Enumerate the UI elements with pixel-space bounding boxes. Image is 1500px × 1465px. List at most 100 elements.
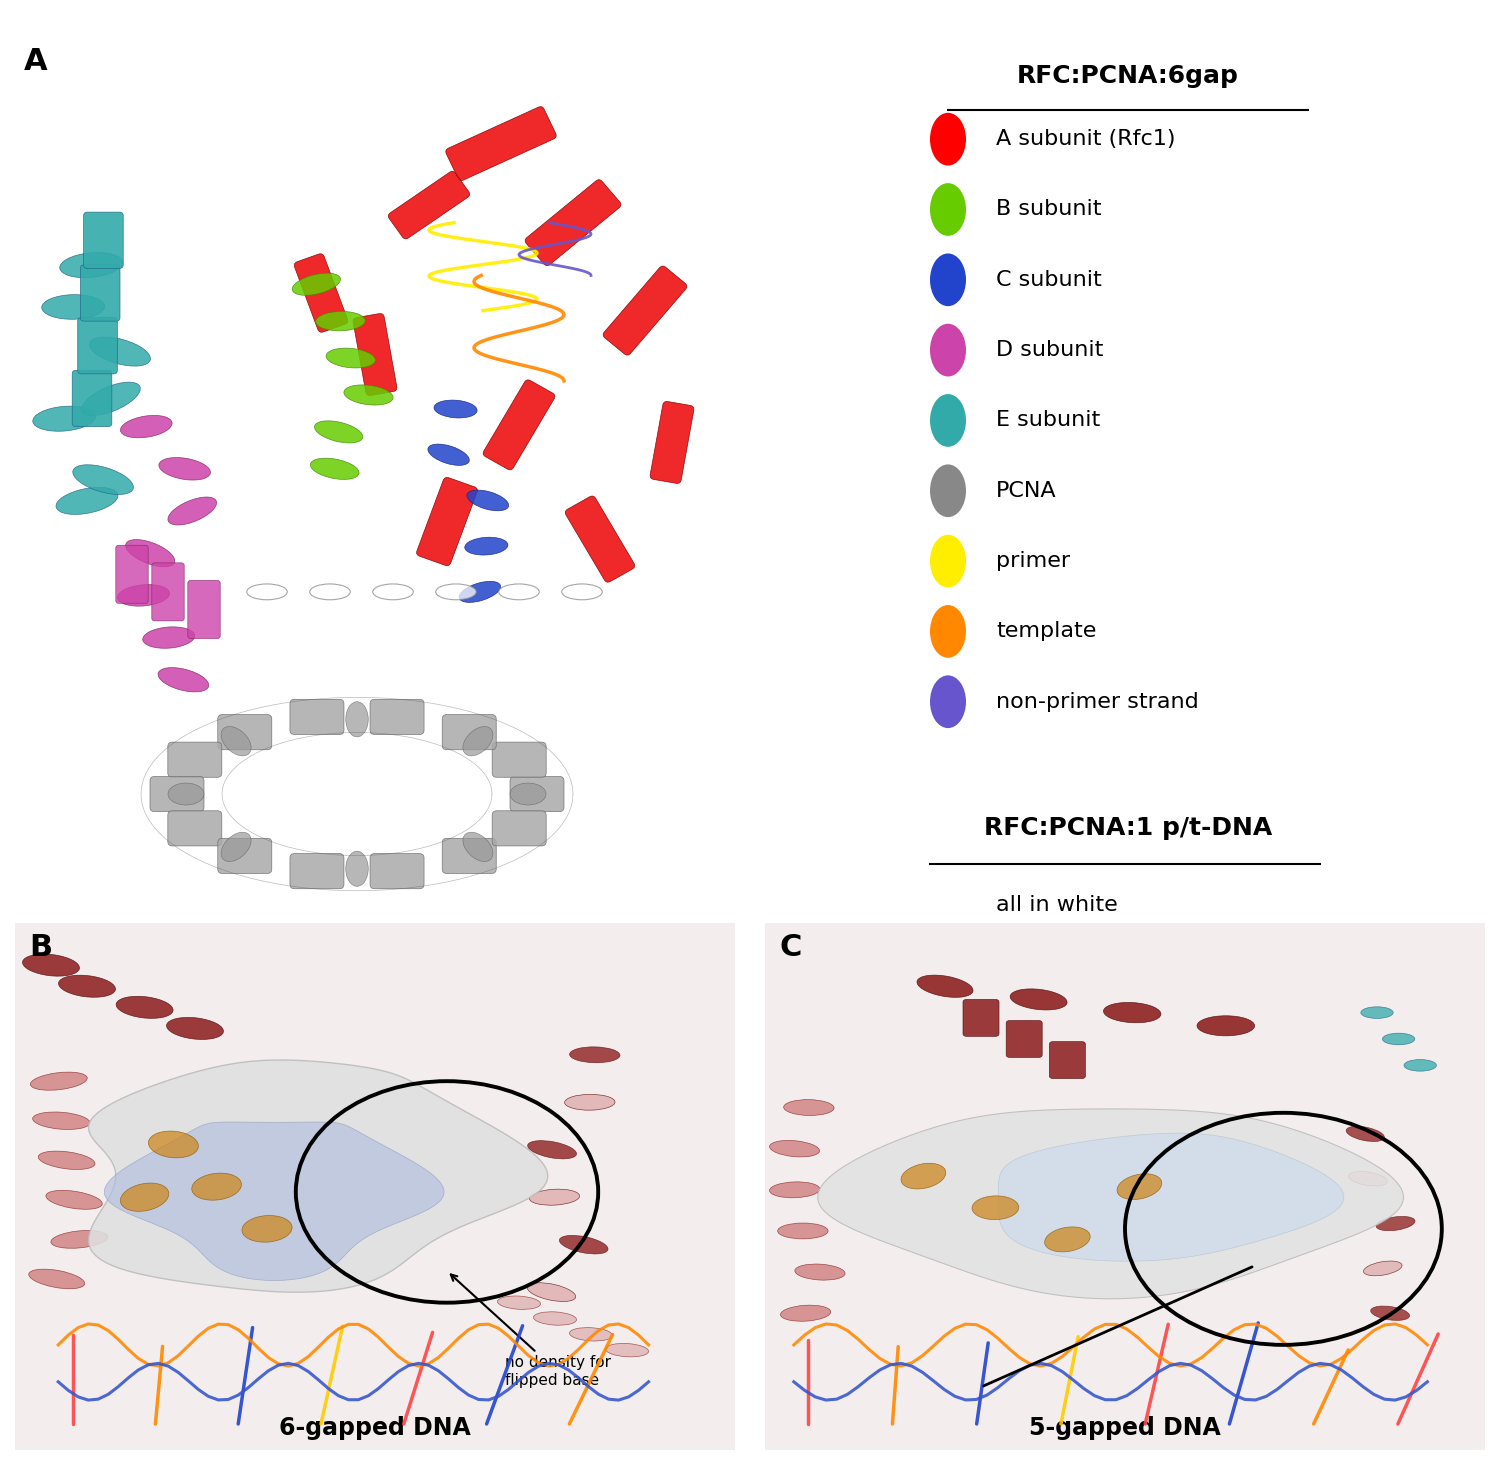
Ellipse shape [42, 294, 105, 319]
Circle shape [930, 605, 966, 658]
FancyBboxPatch shape [84, 212, 123, 268]
Ellipse shape [51, 1231, 108, 1248]
Circle shape [930, 535, 966, 587]
FancyBboxPatch shape [116, 545, 148, 604]
Ellipse shape [526, 1283, 576, 1301]
Text: no density for
flipped base: no density for flipped base [452, 1275, 610, 1387]
Ellipse shape [795, 1264, 844, 1280]
Text: C subunit: C subunit [996, 270, 1101, 290]
Ellipse shape [498, 1297, 540, 1310]
Ellipse shape [1376, 1216, 1414, 1231]
FancyBboxPatch shape [81, 265, 120, 321]
Ellipse shape [465, 538, 509, 555]
FancyBboxPatch shape [603, 267, 687, 355]
Circle shape [930, 394, 966, 447]
Ellipse shape [570, 1047, 620, 1062]
Ellipse shape [126, 539, 176, 567]
Text: PCNA: PCNA [996, 481, 1056, 501]
FancyBboxPatch shape [78, 318, 117, 374]
FancyBboxPatch shape [352, 314, 398, 396]
FancyBboxPatch shape [446, 107, 556, 180]
Ellipse shape [777, 1223, 828, 1239]
Circle shape [930, 324, 966, 377]
FancyBboxPatch shape [510, 776, 564, 812]
FancyBboxPatch shape [168, 810, 222, 845]
FancyBboxPatch shape [492, 743, 546, 778]
Ellipse shape [166, 1017, 224, 1040]
Ellipse shape [606, 1343, 648, 1357]
Text: A: A [24, 47, 48, 76]
Circle shape [930, 675, 966, 728]
Ellipse shape [142, 627, 195, 649]
Ellipse shape [30, 1072, 87, 1090]
FancyBboxPatch shape [1050, 1042, 1086, 1078]
Ellipse shape [459, 582, 501, 602]
FancyBboxPatch shape [152, 563, 184, 621]
Text: all in white: all in white [996, 895, 1118, 916]
Ellipse shape [783, 1100, 834, 1115]
FancyBboxPatch shape [217, 715, 272, 750]
Ellipse shape [310, 585, 351, 599]
FancyBboxPatch shape [566, 497, 634, 582]
Ellipse shape [292, 272, 340, 296]
Ellipse shape [1044, 1226, 1090, 1253]
Ellipse shape [117, 585, 170, 607]
Ellipse shape [120, 1184, 170, 1212]
Ellipse shape [1118, 1173, 1162, 1200]
Ellipse shape [902, 1163, 946, 1190]
Ellipse shape [344, 385, 393, 404]
Ellipse shape [510, 782, 546, 804]
Ellipse shape [168, 782, 204, 804]
Ellipse shape [560, 1235, 608, 1254]
FancyBboxPatch shape [963, 999, 999, 1036]
Ellipse shape [220, 727, 251, 756]
Ellipse shape [74, 464, 134, 495]
Ellipse shape [464, 832, 494, 861]
Circle shape [930, 113, 966, 166]
Ellipse shape [90, 337, 150, 366]
FancyBboxPatch shape [370, 699, 424, 734]
FancyBboxPatch shape [294, 253, 348, 333]
FancyBboxPatch shape [1007, 1021, 1042, 1058]
FancyBboxPatch shape [417, 478, 477, 565]
Ellipse shape [33, 406, 96, 431]
Ellipse shape [315, 312, 364, 331]
Text: C: C [780, 933, 802, 963]
Ellipse shape [1404, 1059, 1437, 1071]
Ellipse shape [46, 1191, 102, 1209]
Ellipse shape [220, 832, 251, 861]
Text: B subunit: B subunit [996, 199, 1101, 220]
Ellipse shape [562, 585, 603, 599]
Ellipse shape [22, 954, 80, 976]
Ellipse shape [158, 668, 209, 691]
Ellipse shape [39, 1151, 94, 1169]
Polygon shape [818, 1109, 1404, 1299]
Ellipse shape [1360, 1006, 1394, 1018]
Ellipse shape [1346, 1127, 1384, 1141]
Ellipse shape [28, 1269, 84, 1289]
FancyBboxPatch shape [483, 379, 555, 470]
Ellipse shape [192, 1173, 242, 1200]
Ellipse shape [564, 1094, 615, 1110]
Ellipse shape [33, 1112, 90, 1130]
Text: 5-gapped DNA: 5-gapped DNA [1029, 1415, 1221, 1440]
Ellipse shape [159, 457, 210, 481]
Ellipse shape [246, 585, 288, 599]
Ellipse shape [770, 1182, 820, 1198]
Text: primer: primer [996, 551, 1070, 571]
FancyBboxPatch shape [72, 371, 112, 426]
Ellipse shape [242, 1216, 292, 1242]
Ellipse shape [464, 727, 494, 756]
Text: D subunit: D subunit [996, 340, 1104, 360]
Text: 6-gapped DNA: 6-gapped DNA [279, 1415, 471, 1440]
FancyBboxPatch shape [217, 838, 272, 873]
Ellipse shape [534, 1311, 576, 1326]
FancyBboxPatch shape [525, 180, 621, 265]
FancyBboxPatch shape [290, 699, 344, 734]
Ellipse shape [58, 976, 116, 998]
Ellipse shape [1104, 1002, 1161, 1023]
Ellipse shape [1383, 1033, 1414, 1045]
FancyBboxPatch shape [492, 810, 546, 845]
Ellipse shape [310, 459, 358, 479]
Ellipse shape [116, 996, 172, 1018]
